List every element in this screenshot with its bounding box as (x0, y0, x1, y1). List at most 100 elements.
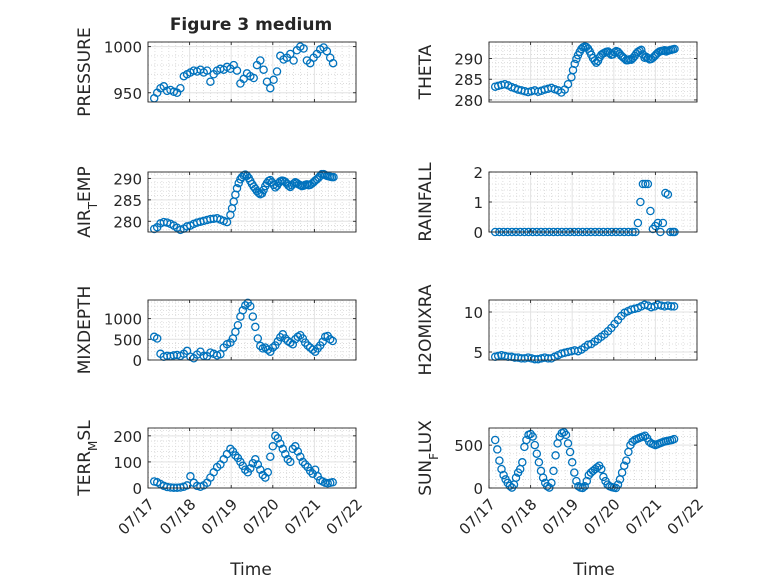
subplot-0-data-point (232, 66, 242, 75)
subplot-4-data-point (233, 320, 243, 330)
subplot-1-data-point (572, 54, 581, 64)
subplot-6-data-point (293, 447, 303, 456)
subplot-7-data-point (669, 434, 679, 444)
subplot-2-axes-box (147, 171, 357, 233)
subplot-3-y-tick-label: 1 (473, 194, 483, 212)
subplot-2-y-tick-label: 280 (113, 213, 142, 231)
subplot-0-data-point (249, 73, 258, 83)
subplot-1-data-point (610, 48, 619, 57)
subplot-7-data-point (551, 451, 560, 460)
subplot-7-data-point (534, 458, 544, 467)
subplot-7-data-point (561, 430, 571, 440)
subplot-6-data-point (241, 465, 250, 474)
subplot-1-y-tick-label: 280 (454, 92, 483, 110)
subplot-4-data-point (298, 334, 308, 343)
subplot-6-y-axis-label: TERRMSL (75, 420, 100, 497)
subplot-4-data-point (216, 349, 225, 359)
subplot-6-data-point (253, 460, 263, 469)
subplot-7-data-point (505, 481, 515, 491)
subplot-3-data-point (643, 179, 653, 189)
subplot-3-data-point (663, 190, 673, 199)
subplot-5-data-point (663, 301, 673, 310)
subplot-7-data-point (518, 458, 527, 467)
subplot-1-axes-box (488, 41, 698, 103)
subplot-4: 0 500 1000 MIXDEPTH (75, 286, 357, 375)
subplot-6-data-point (278, 444, 288, 454)
subplot-7-data-point (580, 482, 589, 491)
subplot-2-y-axis-label: AIRTEMP (75, 166, 100, 237)
figure-title: Figure 3 medium (170, 15, 332, 35)
subplot-4-data-point (288, 340, 298, 349)
subplot-3: 0 1 2 RAINFALL (416, 162, 698, 242)
subplot-7-data-point (572, 476, 581, 486)
subplot-3-y-tick-label: 0 (473, 224, 483, 242)
subplot-7-y-axis-label: SUNFLUX (416, 420, 441, 496)
subplot-7-data-point (493, 445, 502, 454)
x-axis-label-right: Time (572, 560, 615, 580)
subplot-4-data-point (328, 336, 337, 346)
subplot-7-data-point (622, 456, 631, 465)
subplot-5-axes-box (488, 299, 698, 361)
subplot-1-data-point (670, 44, 679, 54)
subplot-3-data-point (653, 218, 663, 228)
subplot-4-data-point (199, 351, 208, 361)
subplot-6-data-point (246, 464, 255, 473)
subplot-1-data-point (637, 45, 646, 55)
subplot-6-y-tick-label: 200 (113, 428, 142, 446)
subplot-0-data-point (176, 83, 185, 93)
subplot-6-data-point (231, 451, 240, 460)
subplot-4-y-axis-label: MIXDEPTH (75, 286, 95, 375)
subplot-3-data-point (641, 179, 650, 189)
subplot-1-y-tick-label: 285 (454, 71, 483, 89)
subplot-6-y-tick-label: 0 (132, 480, 142, 498)
subplot-7-data-point (563, 439, 573, 448)
subplot-2-data-point (259, 185, 268, 195)
subplot-4-data-point (278, 330, 288, 339)
subplot-1-y-tick-label: 290 (454, 51, 483, 69)
subplot-7-data-point (538, 473, 548, 482)
subplot-6-data-point (300, 460, 310, 469)
subplot-4-y-tick-label: 500 (113, 331, 142, 349)
subplot-7-data-point (559, 428, 569, 437)
subplot-7-data-point (495, 456, 504, 465)
subplot-6-data-point (298, 457, 308, 467)
subplot-3-y-axis-label: RAINFALL (416, 162, 436, 242)
subplot-4-data-point (241, 301, 250, 310)
subplot-5-y-tick-label: 10 (464, 304, 483, 322)
subplot-2: 280 285 290 AIRTEMP (75, 166, 357, 238)
subplot-7-data-point (567, 458, 577, 467)
subplot-4-data-point (248, 312, 258, 321)
subplot-7-data-point (619, 461, 629, 470)
subplot-4-data-point (308, 345, 317, 354)
subplot-6-data-point (186, 472, 195, 481)
subplot-7-data-point (490, 435, 500, 445)
subplot-4-y-tick-label: 1000 (104, 311, 142, 329)
subplot-6-data-point (261, 473, 270, 482)
subplot-6-data-point (328, 478, 337, 487)
subplot-0-data-point (256, 56, 265, 65)
subplot-7-data-point (532, 449, 542, 458)
subplot-4-data-point (263, 345, 273, 354)
subplot-2-data-point (232, 184, 242, 193)
subplot-4-data-point (246, 301, 255, 311)
subplot-0-data-point (269, 75, 278, 85)
subplot-3-y-tick-label: 2 (473, 164, 483, 182)
subplot-5-data-point (669, 302, 679, 311)
subplot-3-data-point (658, 218, 668, 228)
subplot-5-data-point (583, 340, 593, 350)
subplot-6-data-point (276, 439, 285, 448)
subplot-0-data-point (202, 66, 212, 75)
subplot-4-data-point (253, 334, 263, 343)
subplot-7-data-point (570, 468, 579, 477)
subplot-7-data-point (565, 447, 575, 457)
subplot-6-data-point (283, 455, 293, 464)
subplot-1-data-point (563, 79, 573, 89)
subplot-6-data-point (296, 452, 305, 461)
subplot-7-data-point (592, 463, 602, 472)
subplot-6-data-point (251, 455, 260, 464)
subplot-2-data-point (222, 217, 232, 227)
subplot-4-data-point (152, 334, 162, 343)
x-axis-label-left: Time (229, 560, 272, 580)
subplot-7-y-tick-label: 500 (454, 437, 483, 455)
subplot-4-data-point (238, 306, 248, 315)
